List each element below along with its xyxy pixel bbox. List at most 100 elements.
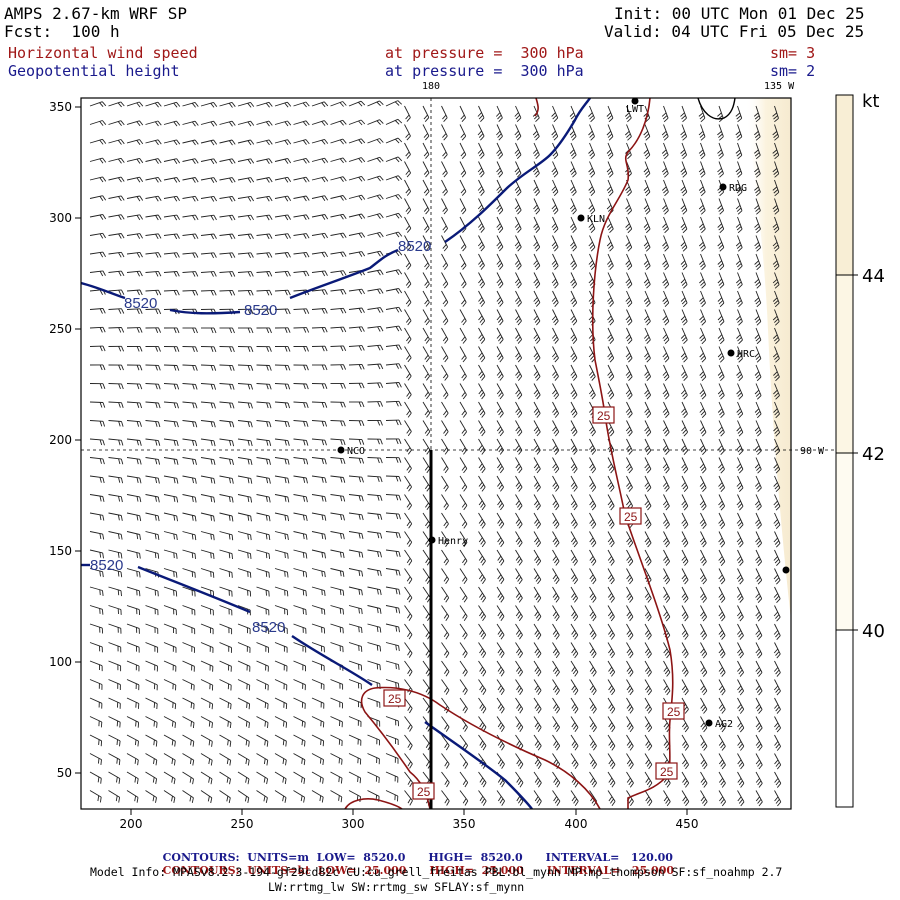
wind-barb-flag	[157, 158, 162, 164]
wind-barb	[330, 270, 344, 273]
wind-barb-flag	[516, 484, 521, 490]
wind-barb	[385, 212, 399, 218]
wind-barb	[126, 139, 140, 144]
wind-barb-flag	[321, 346, 325, 352]
wind-barb	[182, 139, 196, 144]
wind-barb-flag	[573, 560, 578, 566]
wind-barb-flag	[718, 611, 723, 617]
wind-barb	[256, 623, 269, 630]
wind-barb	[478, 142, 485, 155]
wind-barb-flag	[755, 263, 760, 268]
wind-barb-flag	[139, 515, 142, 522]
wind-barb	[496, 142, 504, 155]
wind-barb-flag	[194, 120, 199, 126]
wind-barb-flag	[406, 336, 411, 342]
wind-barb	[422, 364, 430, 377]
wind-barb	[570, 438, 578, 451]
wind-barb-flag	[379, 100, 384, 106]
wind-barb-flag	[590, 117, 595, 123]
wind-barb	[385, 512, 400, 515]
wind-barb-flag	[718, 207, 723, 212]
wind-barb	[145, 753, 158, 761]
wind-barb-flag	[515, 170, 521, 175]
wind-barb	[404, 734, 413, 746]
wind-barb-flag	[681, 667, 686, 672]
wind-barb-flag	[736, 115, 742, 120]
wind-barb	[330, 512, 344, 516]
wind-barb-flag	[305, 459, 309, 465]
wind-barb-flag	[118, 289, 122, 296]
wind-barb-flag	[754, 352, 760, 358]
wind-barb	[626, 568, 634, 581]
wind-barb-flag	[625, 463, 631, 469]
wind-barb-flag	[228, 102, 233, 108]
wind-barb-flag	[515, 315, 520, 321]
wind-barb-flag	[377, 307, 381, 313]
wind-barb-flag	[304, 722, 306, 728]
wind-barb-flag	[324, 289, 328, 295]
wind-barb-flag	[533, 223, 538, 228]
wind-barb-flag	[518, 468, 523, 474]
wind-barb-flag	[444, 505, 449, 511]
wind-barb-flag	[536, 394, 541, 400]
wind-barb	[478, 642, 487, 654]
wind-barb-flag	[775, 469, 781, 474]
wind-barb	[367, 156, 380, 162]
wind-barb-flag	[626, 133, 631, 138]
wind-barb-flag	[499, 302, 504, 307]
wind-barb	[404, 253, 412, 266]
wind-barb	[626, 790, 634, 802]
wind-barb-flag	[157, 214, 162, 220]
wind-barb	[737, 327, 743, 341]
wind-barb	[663, 290, 670, 304]
wind-barb-flag	[538, 782, 542, 788]
wind-barb-flag	[210, 440, 213, 446]
wind-barb	[441, 124, 448, 137]
wind-barb-flag	[174, 703, 177, 710]
wind-barb-flag	[194, 515, 197, 522]
wind-barb-flag	[774, 595, 780, 601]
wind-barb	[404, 161, 411, 174]
wind-barb	[718, 161, 724, 174]
wind-barb	[108, 139, 122, 144]
wind-barb-flag	[774, 577, 780, 582]
wind-barb-flag	[443, 539, 448, 545]
wind-barb-flag	[173, 421, 176, 427]
wind-barb-flag	[284, 533, 287, 540]
wind-barb-flag	[442, 225, 447, 231]
wind-barb	[607, 494, 615, 507]
wind-barb	[459, 605, 468, 617]
wind-barb-flag	[497, 666, 502, 672]
wind-barb-flag	[463, 505, 468, 511]
wind-barb-flag	[517, 302, 522, 307]
wind-barb	[163, 642, 177, 648]
wind-barb-flag	[210, 552, 212, 559]
wind-barb-flag	[398, 495, 402, 501]
wind-barb	[108, 438, 122, 441]
wind-barb-flag	[553, 318, 558, 323]
wind-barb	[330, 307, 344, 310]
wind-barb-flag	[302, 102, 307, 108]
wind-barb-flag	[247, 346, 251, 352]
wind-barb-flag	[425, 576, 430, 582]
wind-barb	[219, 475, 233, 479]
wind-barb-flag	[358, 626, 360, 633]
wind-barb-flag	[607, 389, 612, 395]
wind-barb-flag	[340, 383, 344, 389]
wind-barb	[607, 549, 615, 562]
wind-barb-flag	[682, 302, 688, 308]
wind-barb-flag	[398, 269, 403, 275]
wind-barb-flag	[773, 408, 778, 413]
wind-barb-flag	[99, 552, 102, 558]
wind-barb-flag	[463, 468, 468, 474]
wind-barb-flag	[665, 542, 670, 548]
wind-barb	[774, 697, 781, 710]
wind-barb-flag	[340, 214, 344, 220]
wind-barb-flag	[758, 783, 763, 788]
wind-barb-flag	[306, 421, 309, 427]
wind-barb-flag	[775, 799, 780, 804]
wind-barb-flag	[553, 136, 559, 141]
wind-barb-flag	[480, 228, 485, 233]
wind-barb-flag	[588, 334, 594, 339]
wind-barb-flag	[609, 650, 614, 656]
